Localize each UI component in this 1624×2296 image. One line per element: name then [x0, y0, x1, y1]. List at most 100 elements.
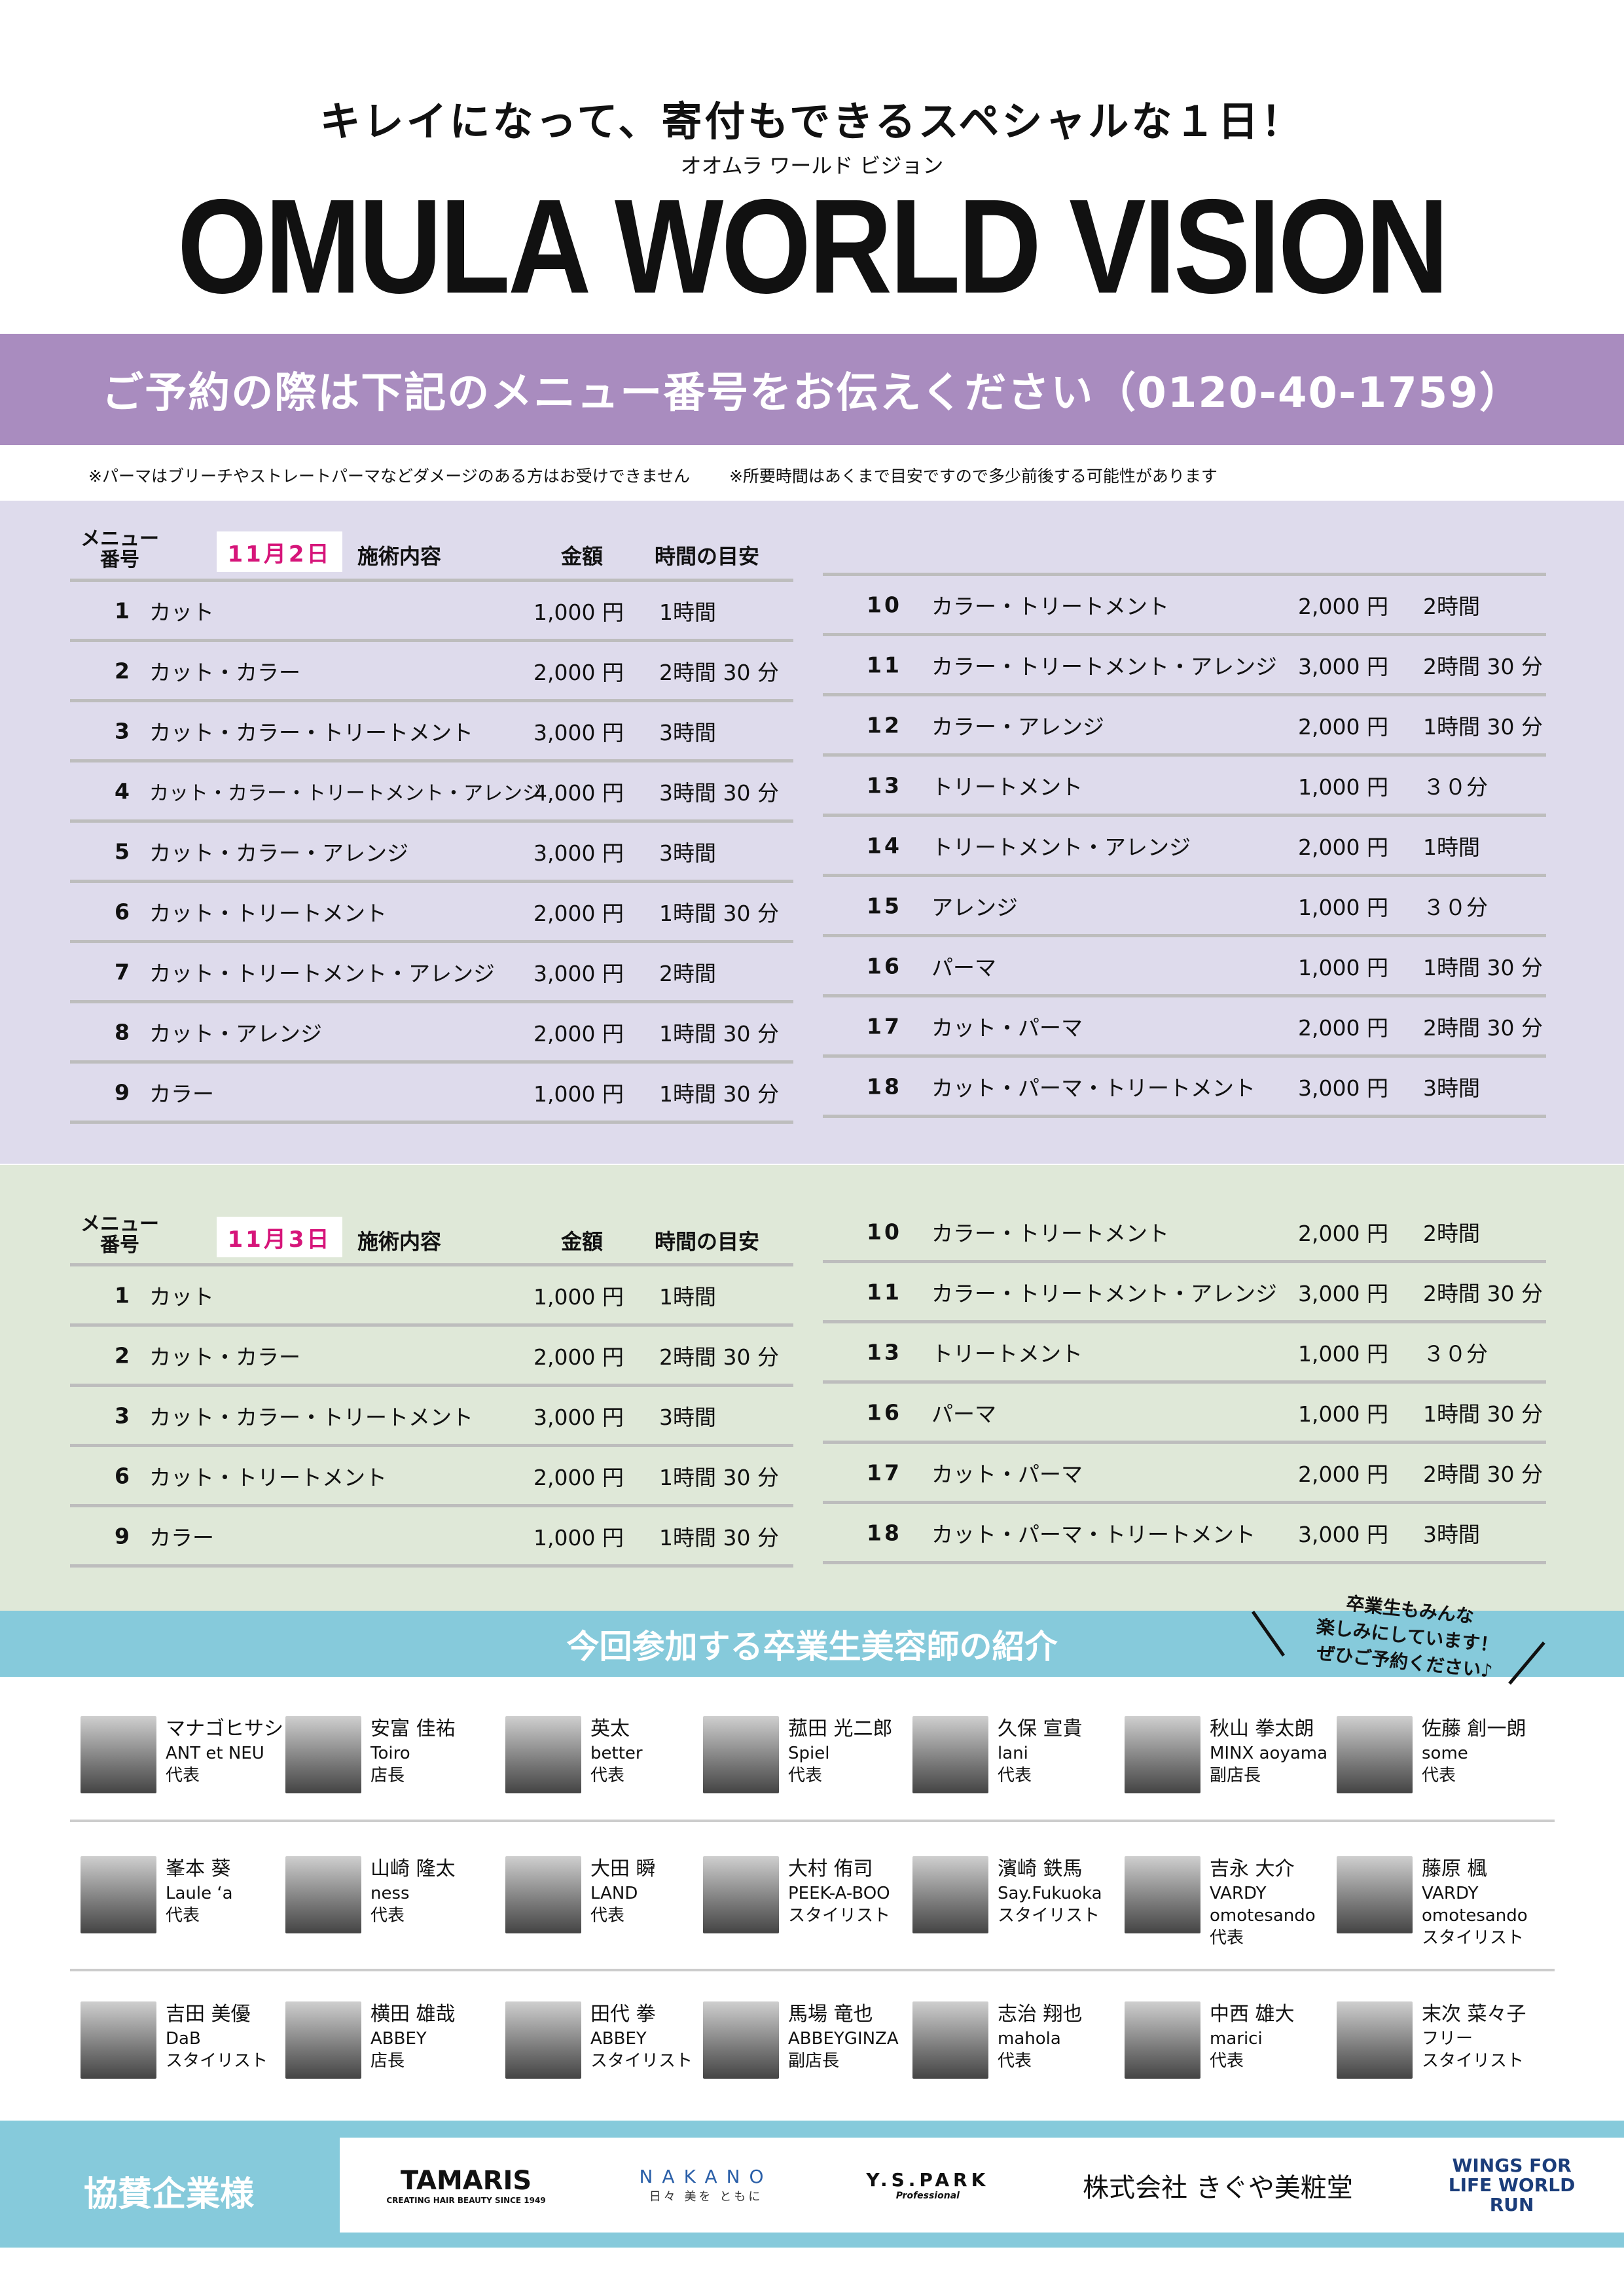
staff-role: 店長 [370, 1766, 405, 1785]
staff-info: マナゴヒサシ ANT et NEU 代表 [166, 1716, 283, 1793]
staff-card: 志治 翔也 mahola 代表 [912, 2001, 1083, 2079]
day1-menu-left: 1 カット 1,000 円 1時間 2 カット・カラー 2,000 円 2時間 30 分 3 カッ… [70, 579, 793, 1124]
staff-card: 末次 菜々子 フリー スタイリスト [1337, 2001, 1526, 2079]
staff-photo [1125, 2001, 1200, 2079]
menu-time: ３０分 [1423, 1340, 1488, 1367]
staff-photo [505, 1856, 581, 1933]
menu-number: 9 [115, 1079, 132, 1105]
staff-name: 濱崎 鉄馬 [998, 1857, 1083, 1880]
staff-name: 藤原 楓 [1422, 1857, 1487, 1880]
menu-name: トリートメント・アレンジ [931, 834, 1191, 860]
staff-role: 代表 [998, 2051, 1032, 2071]
staff-photo [1125, 1856, 1200, 1933]
staff-info: 中西 雄大 marici 代表 [1210, 2001, 1295, 2079]
staff-info: 志治 翔也 mahola 代表 [998, 2001, 1083, 2079]
staff-name: 田代 拳 [590, 2003, 656, 2026]
menu-number-header: メニュー 番号 [81, 529, 159, 571]
staff-salon: ANT et NEU [166, 1744, 264, 1763]
staff-card: 濱崎 鉄馬 Say.Fukuoka スタイリスト [912, 1856, 1102, 1933]
staff-role: 代表 [1422, 1766, 1456, 1785]
menu-name: カラー・トリートメント・アレンジ [931, 653, 1277, 679]
menu-price: 3,000 円 [1298, 1521, 1388, 1547]
staff-salon: DaB [166, 2029, 201, 2049]
staff-name: 横田 雄哉 [370, 2003, 456, 2026]
menu-time: 1時間 30 分 [1423, 1401, 1543, 1427]
staff-role: スタイリスト [590, 2051, 693, 2071]
menu-number: 3 [115, 718, 132, 744]
staff-info: 濱崎 鉄馬 Say.Fukuoka スタイリスト [998, 1856, 1102, 1933]
menu-row: 18 カット・パーマ・トリートメント 3,000 円 3時間 [823, 1058, 1546, 1118]
menu-name: カット・カラー [149, 659, 300, 685]
day1-menu-right: 10 カラー・トリートメント 2,000 円 2時間 11 カラー・トリートメント・アレン… [823, 573, 1546, 1118]
staff-name: 佐藤 創一朗 [1422, 1717, 1526, 1740]
staff-card: 大村 侑司 PEEK-A-BOO スタイリスト [703, 1856, 890, 1933]
staff-info: 佐藤 創一朗 some 代表 [1422, 1716, 1526, 1793]
menu-time: 2時間 30 分 [1423, 1280, 1543, 1306]
date-badge: 11月3日 [217, 1217, 342, 1257]
menu-number-label: 番号 [100, 1234, 139, 1257]
menu-number: 6 [115, 899, 132, 924]
menu-row: 9 カラー 1,000 円 1時間 30 分 [70, 1064, 793, 1124]
staff-photo [912, 1716, 988, 1793]
menu-number: 5 [115, 838, 132, 864]
menu-row: 3 カット・カラー・トリートメント 3,000 円 3時間 [70, 702, 793, 762]
menu-row: 10 カラー・トリートメント 2,000 円 2時間 [823, 1203, 1546, 1263]
menu-price: 1,000 円 [533, 1524, 624, 1551]
menu-price: 2,000 円 [1298, 1220, 1388, 1246]
menu-row: 15 アレンジ 1,000 円 ３０分 [823, 877, 1546, 937]
menu-number-label: メニュー [81, 528, 159, 550]
staff-name: 菰田 光二郎 [788, 1717, 893, 1740]
menu-price: 2,000 円 [533, 1020, 624, 1047]
menu-time: 3時間 30 分 [659, 780, 779, 806]
staff-role: スタイリスト [1422, 1928, 1525, 1948]
staff-role: 代表 [590, 1906, 625, 1926]
menu-name: カット [149, 1283, 214, 1310]
menu-name: カット・トリートメント [149, 900, 387, 926]
menu-name: カラー [149, 1081, 214, 1107]
staff-info: 田代 拳 ABBEY スタイリスト [590, 2001, 693, 2079]
staff-salon: MINX aoyama [1210, 1744, 1328, 1763]
nakano-logo: NAKANO 日々 美を ともに [639, 2166, 773, 2204]
staff-info: 菰田 光二郎 Spiel 代表 [788, 1716, 893, 1793]
menu-number: 9 [115, 1523, 132, 1549]
menu-row: 1 カット 1,000 円 1時間 [70, 1266, 793, 1327]
staff-salon: ness [370, 1884, 410, 1903]
menu-time: 2時間 30 分 [1423, 653, 1543, 679]
menu-name: カット・カラー・アレンジ [149, 840, 408, 866]
menu-name: トリートメント [931, 1340, 1083, 1367]
staff-photo [1337, 2001, 1413, 2079]
menu-name: カット・トリートメント・アレンジ [149, 960, 495, 986]
staff-title: 今回参加する卒業生美容師の紹介 [566, 1627, 1058, 1666]
menu-time: 1時間 [659, 1283, 716, 1310]
menu-price: 3,000 円 [533, 840, 624, 866]
staff-name: マナゴヒサシ [166, 1717, 283, 1740]
notes: ※パーマはブリーチやストレートパーマなどダメージのある方はお受けできません ※所… [88, 463, 1218, 487]
menu-number: 8 [115, 1019, 132, 1045]
menu-price: 1,000 円 [533, 1283, 624, 1310]
menu-number: 16 [867, 953, 902, 978]
menu-time: 2時間 [1423, 593, 1480, 619]
page-title: OMULA WORLD VISION [177, 171, 1449, 321]
menu-number: 11 [867, 1279, 902, 1304]
staff-role: スタイリスト [998, 1906, 1100, 1926]
staff-info: 馬場 竜也 ABBEYGINZA 副店長 [788, 2001, 899, 2079]
menu-name: カット・パーマ・トリートメント [931, 1521, 1255, 1547]
menu-price: 1,000 円 [1298, 774, 1388, 800]
menu-row: 6 カット・トリートメント 2,000 円 1時間 30 分 [70, 1447, 793, 1507]
staff-salon: Say.Fukuoka [998, 1884, 1102, 1903]
menu-price: 3,000 円 [1298, 653, 1388, 679]
staff-info: 山崎 隆太 ness 代表 [370, 1856, 456, 1933]
staff-name: 英太 [590, 1717, 630, 1740]
menu-price: 2,000 円 [533, 659, 624, 685]
staff-banner: 今回参加する卒業生美容師の紹介 [0, 1611, 1624, 1677]
staff-card: 馬場 竜也 ABBEYGINZA 副店長 [703, 2001, 899, 2079]
menu-number: 18 [867, 1520, 902, 1545]
menu-time: 2時間 30 分 [1423, 1461, 1543, 1487]
staff-photo [505, 2001, 581, 2079]
menu-number: 6 [115, 1463, 132, 1488]
menu-time: 1時間 [1423, 834, 1480, 860]
day1-section [0, 501, 1624, 1164]
staff-info: 峯本 葵 Laule ‘a 代表 [166, 1856, 233, 1933]
wings-for-life-logo: WINGS FOR LIFE WORLD RUN [1448, 2154, 1576, 2215]
menu-row: 2 カット・カラー 2,000 円 2時間 30 分 [70, 1327, 793, 1387]
